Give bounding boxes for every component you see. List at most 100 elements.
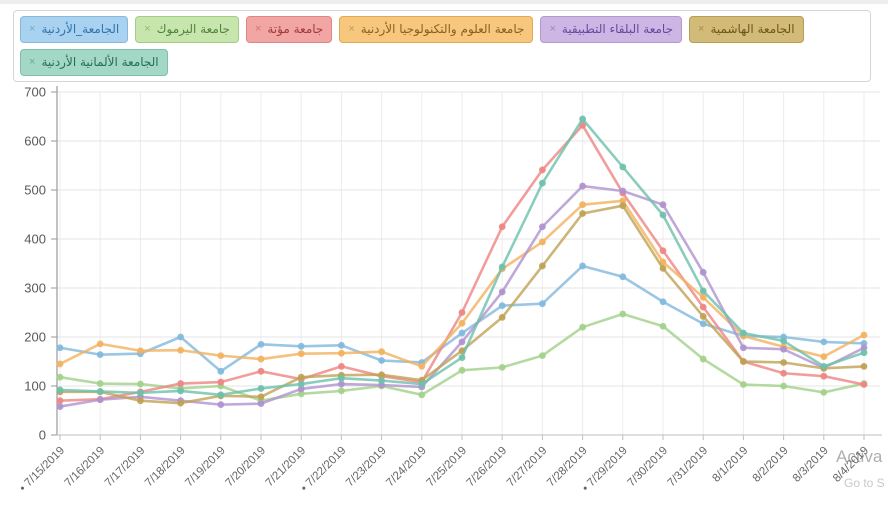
remove-chip-icon[interactable]: ×	[698, 22, 705, 35]
data-point[interactable]	[740, 344, 747, 352]
data-point[interactable]	[458, 319, 466, 327]
data-point[interactable]	[498, 263, 506, 271]
data-point[interactable]	[740, 381, 747, 388]
data-point[interactable]	[378, 371, 385, 379]
data-point[interactable]	[56, 344, 64, 352]
data-point[interactable]	[699, 268, 707, 276]
data-point[interactable]	[257, 340, 265, 348]
data-point[interactable]	[458, 366, 466, 374]
data-point[interactable]	[177, 399, 185, 407]
data-point[interactable]	[137, 389, 144, 397]
data-point[interactable]	[539, 352, 546, 360]
data-point[interactable]	[96, 387, 104, 395]
data-point[interactable]	[297, 390, 305, 398]
data-point[interactable]	[780, 359, 787, 366]
data-point[interactable]	[539, 262, 546, 270]
data-point[interactable]	[177, 333, 185, 341]
data-point[interactable]	[498, 363, 506, 371]
data-point[interactable]	[699, 287, 707, 295]
data-point[interactable]	[860, 363, 868, 370]
data-point[interactable]	[820, 388, 828, 396]
legend-chip-3[interactable]: جامعة العلوم والتكنولوجيا الأردنية ×	[339, 16, 534, 43]
data-point[interactable]	[699, 293, 707, 301]
data-point[interactable]	[699, 313, 707, 320]
data-point[interactable]	[257, 400, 265, 408]
data-point[interactable]	[217, 391, 225, 399]
data-point[interactable]	[498, 302, 506, 310]
data-point[interactable]	[579, 115, 586, 123]
data-point[interactable]	[137, 380, 144, 388]
remove-chip-icon[interactable]: ×	[549, 22, 556, 35]
data-point[interactable]	[579, 323, 586, 331]
data-point[interactable]	[96, 340, 104, 348]
data-point[interactable]	[659, 211, 667, 219]
data-point[interactable]	[297, 373, 305, 381]
data-point[interactable]	[699, 303, 707, 311]
data-point[interactable]	[458, 309, 466, 316]
data-point[interactable]	[338, 341, 345, 349]
data-point[interactable]	[659, 298, 667, 306]
data-point[interactable]	[619, 163, 627, 171]
data-point[interactable]	[860, 331, 868, 339]
data-point[interactable]	[539, 166, 546, 174]
data-point[interactable]	[619, 310, 627, 318]
data-point[interactable]	[257, 367, 265, 375]
data-point[interactable]	[217, 401, 225, 409]
data-point[interactable]	[458, 329, 466, 337]
data-point[interactable]	[458, 338, 466, 346]
legend-chip-2[interactable]: جامعة مؤتة ×	[245, 16, 333, 43]
data-point[interactable]	[659, 265, 667, 272]
remove-chip-icon[interactable]: ×	[254, 22, 262, 35]
data-point[interactable]	[619, 273, 627, 281]
data-point[interactable]	[297, 342, 305, 350]
data-point[interactable]	[217, 352, 225, 360]
legend-chip-6[interactable]: الجامعة الألمانية الأردنية ×	[20, 49, 168, 76]
data-point[interactable]	[56, 397, 64, 405]
data-point[interactable]	[539, 300, 546, 308]
data-point[interactable]	[780, 369, 787, 377]
remove-chip-icon[interactable]: ×	[29, 22, 36, 35]
data-point[interactable]	[659, 322, 667, 330]
data-point[interactable]	[378, 348, 385, 356]
data-point[interactable]	[418, 391, 426, 399]
remove-chip-icon[interactable]: ×	[348, 22, 355, 35]
data-point[interactable]	[96, 380, 104, 387]
data-point[interactable]	[378, 357, 385, 364]
data-point[interactable]	[619, 187, 627, 195]
legend-chip-4[interactable]: جامعة البلقاء التطبيقية ×	[540, 16, 683, 43]
data-point[interactable]	[338, 349, 345, 357]
legend-chip-1[interactable]: جامعة اليرموك ×	[135, 16, 239, 43]
data-point[interactable]	[96, 396, 104, 404]
data-point[interactable]	[699, 355, 707, 363]
data-point[interactable]	[458, 354, 466, 361]
data-point[interactable]	[579, 182, 586, 190]
data-point[interactable]	[860, 349, 868, 357]
data-point[interactable]	[498, 223, 506, 231]
data-point[interactable]	[820, 338, 828, 346]
data-point[interactable]	[579, 210, 586, 217]
data-point[interactable]	[539, 223, 546, 231]
data-point[interactable]	[659, 201, 667, 209]
data-point[interactable]	[539, 179, 546, 187]
data-point[interactable]	[338, 363, 345, 370]
legend-chip-0[interactable]: الجامعة_الأردنية ×	[20, 16, 129, 43]
data-point[interactable]	[820, 353, 828, 360]
data-point[interactable]	[659, 247, 667, 255]
data-point[interactable]	[418, 363, 426, 370]
data-point[interactable]	[780, 382, 787, 390]
data-point[interactable]	[257, 385, 265, 392]
data-point[interactable]	[297, 385, 305, 393]
remove-chip-icon[interactable]: ×	[29, 55, 36, 68]
data-point[interactable]	[177, 346, 185, 354]
data-point[interactable]	[177, 380, 185, 387]
data-point[interactable]	[498, 288, 506, 296]
data-point[interactable]	[740, 329, 747, 337]
data-point[interactable]	[619, 197, 627, 205]
data-point[interactable]	[338, 387, 345, 395]
data-point[interactable]	[297, 380, 305, 388]
data-point[interactable]	[860, 381, 868, 388]
data-point[interactable]	[699, 320, 707, 328]
data-point[interactable]	[137, 397, 144, 405]
data-point[interactable]	[378, 377, 385, 385]
data-point[interactable]	[780, 337, 787, 345]
